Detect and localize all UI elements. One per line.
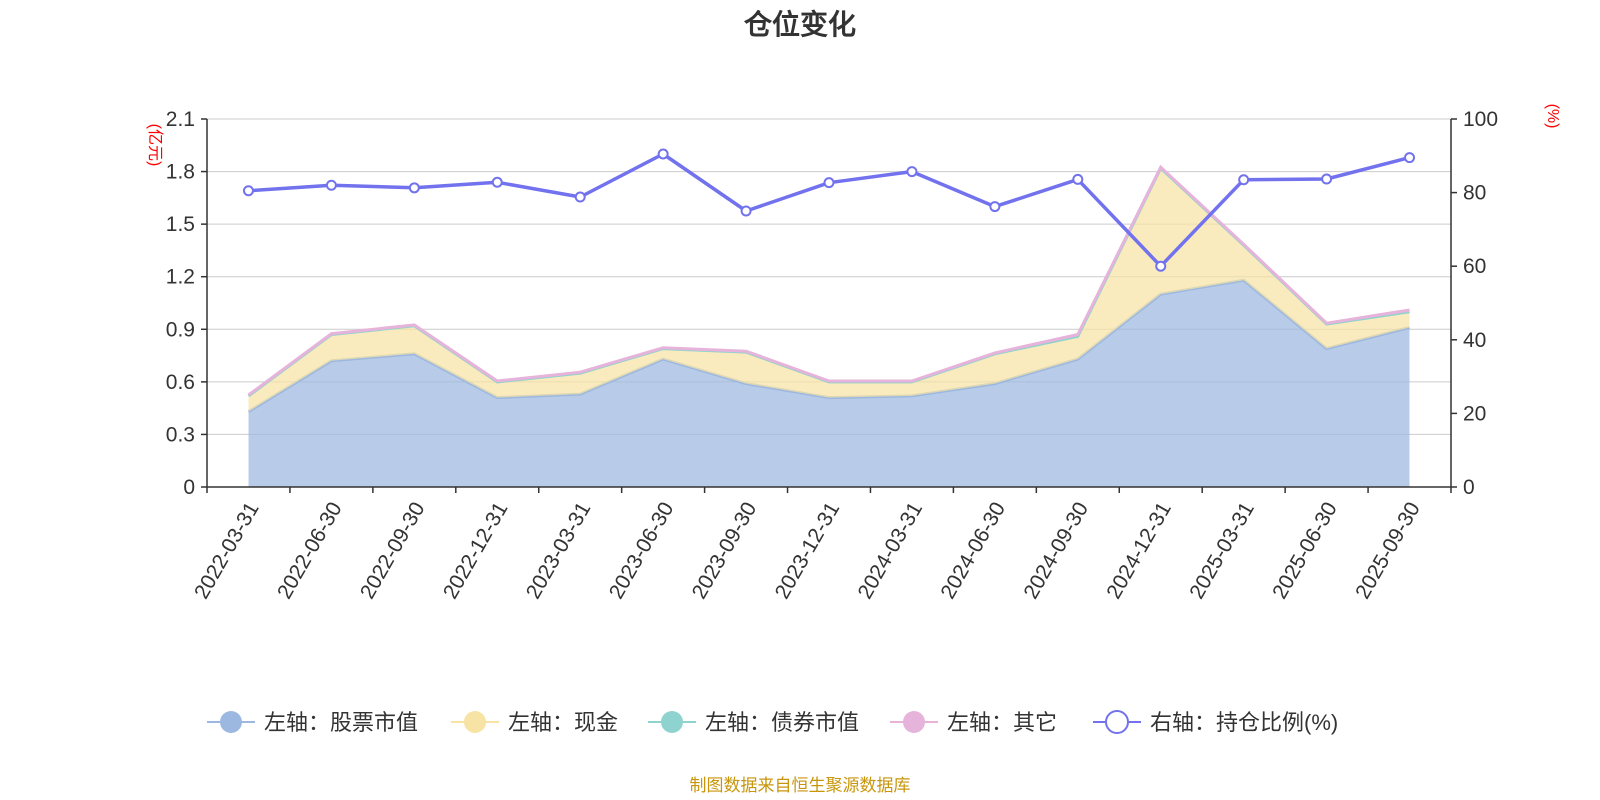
- legend-label: 左轴：股票市值: [264, 710, 418, 735]
- right-tick-label: 60: [1463, 255, 1486, 278]
- stacked-areas: [247, 164, 1410, 487]
- ratio-point: [989, 201, 1001, 213]
- x-tick-label: 2023-12-31: [771, 498, 845, 603]
- legend-marker: [661, 711, 683, 733]
- left-tick-label: 1.5: [166, 213, 195, 236]
- x-tick-label: 2023-06-30: [605, 498, 679, 603]
- right-axis-unit: (%): [1544, 104, 1561, 129]
- legend-label: 左轴：现金: [508, 710, 618, 735]
- x-tick-label: 2025-06-30: [1268, 498, 1342, 603]
- legend-item: 右轴：持仓比例(%): [1093, 710, 1338, 735]
- ratio-point: [1321, 173, 1333, 185]
- right-tick-label: 40: [1463, 329, 1486, 352]
- legend-item: 左轴：现金: [451, 710, 618, 735]
- left-axis-unit: (亿元): [146, 124, 164, 167]
- x-tick-label: 2022-09-30: [356, 498, 430, 603]
- chart-title: 仓位变化: [744, 8, 856, 40]
- right-tick-label: 100: [1463, 108, 1498, 131]
- left-tick-label: 0.9: [166, 318, 195, 341]
- legend-item: 左轴：股票市值: [207, 710, 418, 735]
- legend-item: 左轴：其它: [890, 710, 1057, 735]
- legend: 左轴：股票市值 左轴：现金 左轴：债券市值 左轴：其它 右轴：持仓比例(%): [207, 710, 1338, 735]
- ratio-point: [408, 182, 420, 194]
- ratio-point: [906, 166, 918, 178]
- ratio-point: [242, 185, 254, 197]
- x-tick-label: 2025-03-31: [1185, 498, 1259, 603]
- legend-marker: [464, 711, 486, 733]
- x-tick-label: 2022-12-31: [439, 498, 513, 603]
- x-tick-label: 2023-09-30: [688, 498, 762, 603]
- x-tick-label: 2024-12-31: [1102, 498, 1176, 603]
- legend-label: 左轴：其它: [947, 710, 1057, 735]
- x-tick-label: 2022-06-30: [273, 498, 347, 603]
- x-tick-label: 2023-03-31: [522, 498, 596, 603]
- ratio-point: [1072, 173, 1084, 185]
- data-source-note: 制图数据来自恒生聚源数据库: [690, 776, 911, 795]
- x-tick-label: 2025-09-30: [1351, 498, 1425, 603]
- right-tick-label: 80: [1463, 182, 1486, 205]
- x-tick-label: 2024-03-31: [854, 498, 928, 603]
- legend-item: 左轴：债券市值: [648, 710, 859, 735]
- right-tick-label: 20: [1463, 402, 1486, 425]
- ratio-point: [491, 176, 503, 188]
- ratio-point: [325, 179, 337, 191]
- ratio-point: [1155, 260, 1167, 272]
- ratio-point: [574, 191, 586, 203]
- left-tick-label: 1.8: [166, 161, 195, 184]
- left-tick-label: 0: [183, 476, 195, 499]
- x-tick-label: 2022-03-31: [190, 498, 264, 603]
- legend-marker: [220, 711, 242, 733]
- ratio-point: [740, 205, 752, 217]
- ratio-point: [657, 148, 669, 160]
- left-tick-label: 0.3: [166, 423, 195, 446]
- right-tick-label: 0: [1463, 476, 1475, 499]
- left-tick-label: 2.1: [166, 108, 195, 131]
- legend-marker: [1105, 710, 1129, 734]
- legend-label: 右轴：持仓比例(%): [1150, 710, 1338, 735]
- ratio-point: [823, 177, 835, 189]
- area-edge-4: [247, 164, 1410, 397]
- x-tick-label: 2024-09-30: [1019, 498, 1093, 603]
- ratio-point: [1404, 152, 1416, 164]
- ratio-line: [242, 148, 1416, 272]
- left-tick-label: 1.2: [166, 266, 195, 289]
- legend-marker: [903, 711, 925, 733]
- x-tick-label: 2024-06-30: [936, 498, 1010, 603]
- area-1: [248, 280, 1410, 487]
- legend-label: 左轴：债券市值: [705, 710, 859, 735]
- area-2: [248, 168, 1410, 412]
- ratio-point: [1238, 174, 1250, 186]
- left-tick-label: 0.6: [166, 371, 195, 394]
